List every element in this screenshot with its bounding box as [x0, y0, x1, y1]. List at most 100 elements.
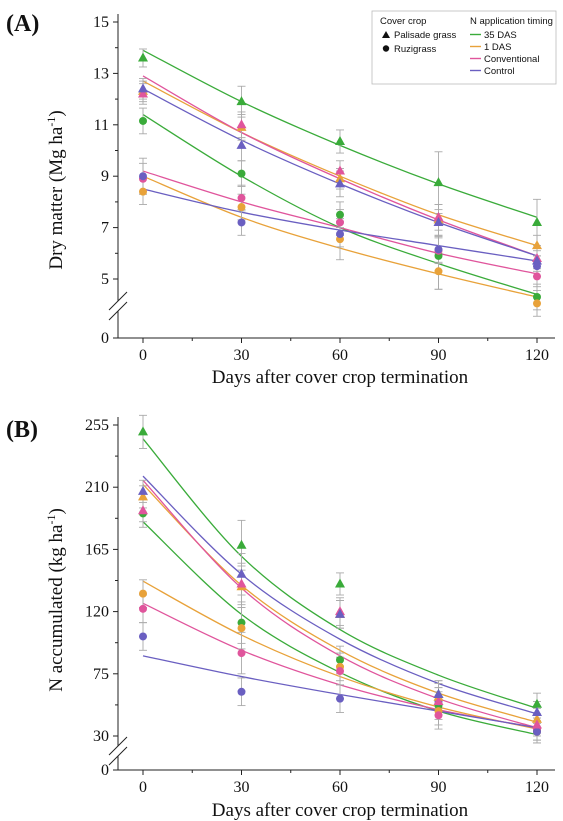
data-point-triangle — [532, 719, 542, 729]
axis-break-mark — [108, 301, 128, 321]
fit-curve — [142, 438, 538, 709]
data-point-circle — [237, 203, 246, 212]
data-point-triangle — [433, 211, 444, 221]
y-tick-label: 11 — [94, 117, 109, 134]
data-point-triangle — [335, 165, 345, 175]
y-tick-label: 120 — [85, 604, 109, 621]
data-point-circle — [336, 210, 344, 219]
chart-panel-a: (A) 5 7 9 11 13 15 0 0 30 60 90 120 Days after cover … — [6, 10, 557, 388]
x-axis-title: Days after cover crop termination — [212, 367, 469, 388]
data-point-circle — [139, 632, 147, 641]
data-point-circle — [533, 727, 541, 736]
data-point-circle — [336, 667, 344, 676]
data-point-triangle — [335, 173, 345, 183]
data-point-circle — [237, 624, 246, 633]
data-point-circle — [237, 218, 246, 227]
data-point-circle — [434, 711, 443, 720]
data-point-circle — [336, 694, 344, 703]
x-tick-label: 30 — [234, 779, 250, 796]
data-point-triangle — [532, 698, 542, 708]
data-point-triangle — [138, 426, 148, 436]
data-point-triangle — [236, 568, 247, 578]
data-point-triangle — [433, 177, 444, 187]
legend: Cover crop N application timing Palisade g… — [371, 10, 557, 85]
y-tick-label: 7 — [101, 220, 109, 237]
data-point-circle — [336, 218, 344, 227]
y-tick-label: 15 — [93, 14, 109, 31]
data-point-circle — [237, 687, 246, 696]
fit-curve — [142, 475, 538, 715]
data-point-circle — [237, 649, 246, 658]
y-tick-label: 255 — [85, 417, 109, 434]
x-tick-label: 0 — [139, 347, 147, 364]
y-tick-label: 165 — [85, 541, 109, 558]
legend-cover-crop-label: Palisade grass — [394, 30, 457, 41]
y-tick-label: 30 — [93, 728, 109, 745]
data-point-triangle — [433, 216, 444, 226]
data-point-triangle — [236, 578, 247, 588]
chart-panel-b: (B) 30 75 120 165 210 255 0 0 30 60 90 120 Days after… — [6, 414, 555, 821]
data-point-triangle — [236, 539, 247, 549]
y-tick-label: 210 — [85, 479, 109, 496]
axis-break-mark — [108, 291, 128, 311]
legend-timing-title: N application timing — [470, 16, 553, 27]
y-tick-label-zero: 0 — [101, 762, 109, 779]
data-point-triangle — [532, 240, 542, 250]
data-point-circle — [139, 604, 147, 613]
data-point-triangle — [236, 139, 247, 149]
axis-break-mark — [108, 746, 128, 766]
panel-label: (A) — [6, 11, 39, 37]
x-tick-label: 120 — [525, 779, 549, 796]
panel-label: (B) — [6, 417, 38, 443]
data-point-circle — [533, 299, 541, 308]
legend-cover-crop-label: Ruzigrass — [394, 44, 436, 55]
data-point-triangle — [433, 689, 444, 699]
x-tick-label: 60 — [332, 347, 348, 364]
x-tick-label: 60 — [332, 779, 348, 796]
x-tick-label: 120 — [525, 347, 549, 364]
data-point-triangle — [532, 216, 542, 226]
data-point-triangle — [532, 713, 542, 723]
data-point-triangle — [138, 88, 148, 98]
data-point-triangle — [335, 136, 345, 146]
legend-cover-crop-title: Cover crop — [380, 16, 426, 27]
data-point-circle — [533, 292, 541, 301]
legend-timing-label: Conventional — [484, 54, 539, 65]
data-point-circle — [336, 230, 344, 239]
axis-break-mark — [108, 736, 128, 756]
data-point-triangle — [138, 505, 148, 515]
y-axis-title: Dry matter (Mg ha-1) — [44, 110, 67, 269]
data-point-circle — [139, 116, 147, 125]
data-point-triangle — [532, 707, 542, 717]
legend-circle-marker — [382, 45, 390, 52]
data-point-triangle — [138, 52, 148, 62]
data-point-triangle — [335, 608, 345, 618]
y-tick-label: 5 — [101, 271, 109, 288]
data-point-circle — [434, 245, 443, 254]
legend-box — [371, 10, 557, 85]
data-point-circle — [434, 267, 443, 276]
x-tick-label: 0 — [139, 779, 147, 796]
data-point-triangle — [335, 578, 345, 588]
x-axis-title: Days after cover crop termination — [212, 800, 469, 821]
data-point-triangle — [335, 178, 345, 188]
data-point-triangle — [236, 119, 247, 129]
y-tick-label: 13 — [93, 65, 109, 82]
y-tick-label: 75 — [93, 666, 109, 683]
legend-triangle-marker — [382, 31, 390, 38]
y-tick-label: 9 — [101, 168, 109, 185]
legend-timing-label: 35 DAS — [484, 30, 517, 41]
legend-timing-label: Control — [484, 66, 515, 77]
data-point-circle — [237, 194, 246, 203]
x-tick-label: 90 — [431, 779, 447, 796]
data-point-triangle — [138, 83, 148, 93]
x-tick-label: 30 — [234, 347, 250, 364]
data-point-circle — [139, 589, 147, 598]
data-point-triangle — [138, 491, 148, 501]
data-point-circle — [237, 169, 246, 178]
legend-timing-label: 1 DAS — [484, 42, 511, 53]
x-tick-label: 90 — [431, 347, 447, 364]
data-point-circle — [139, 187, 147, 196]
data-point-triangle — [433, 695, 444, 705]
